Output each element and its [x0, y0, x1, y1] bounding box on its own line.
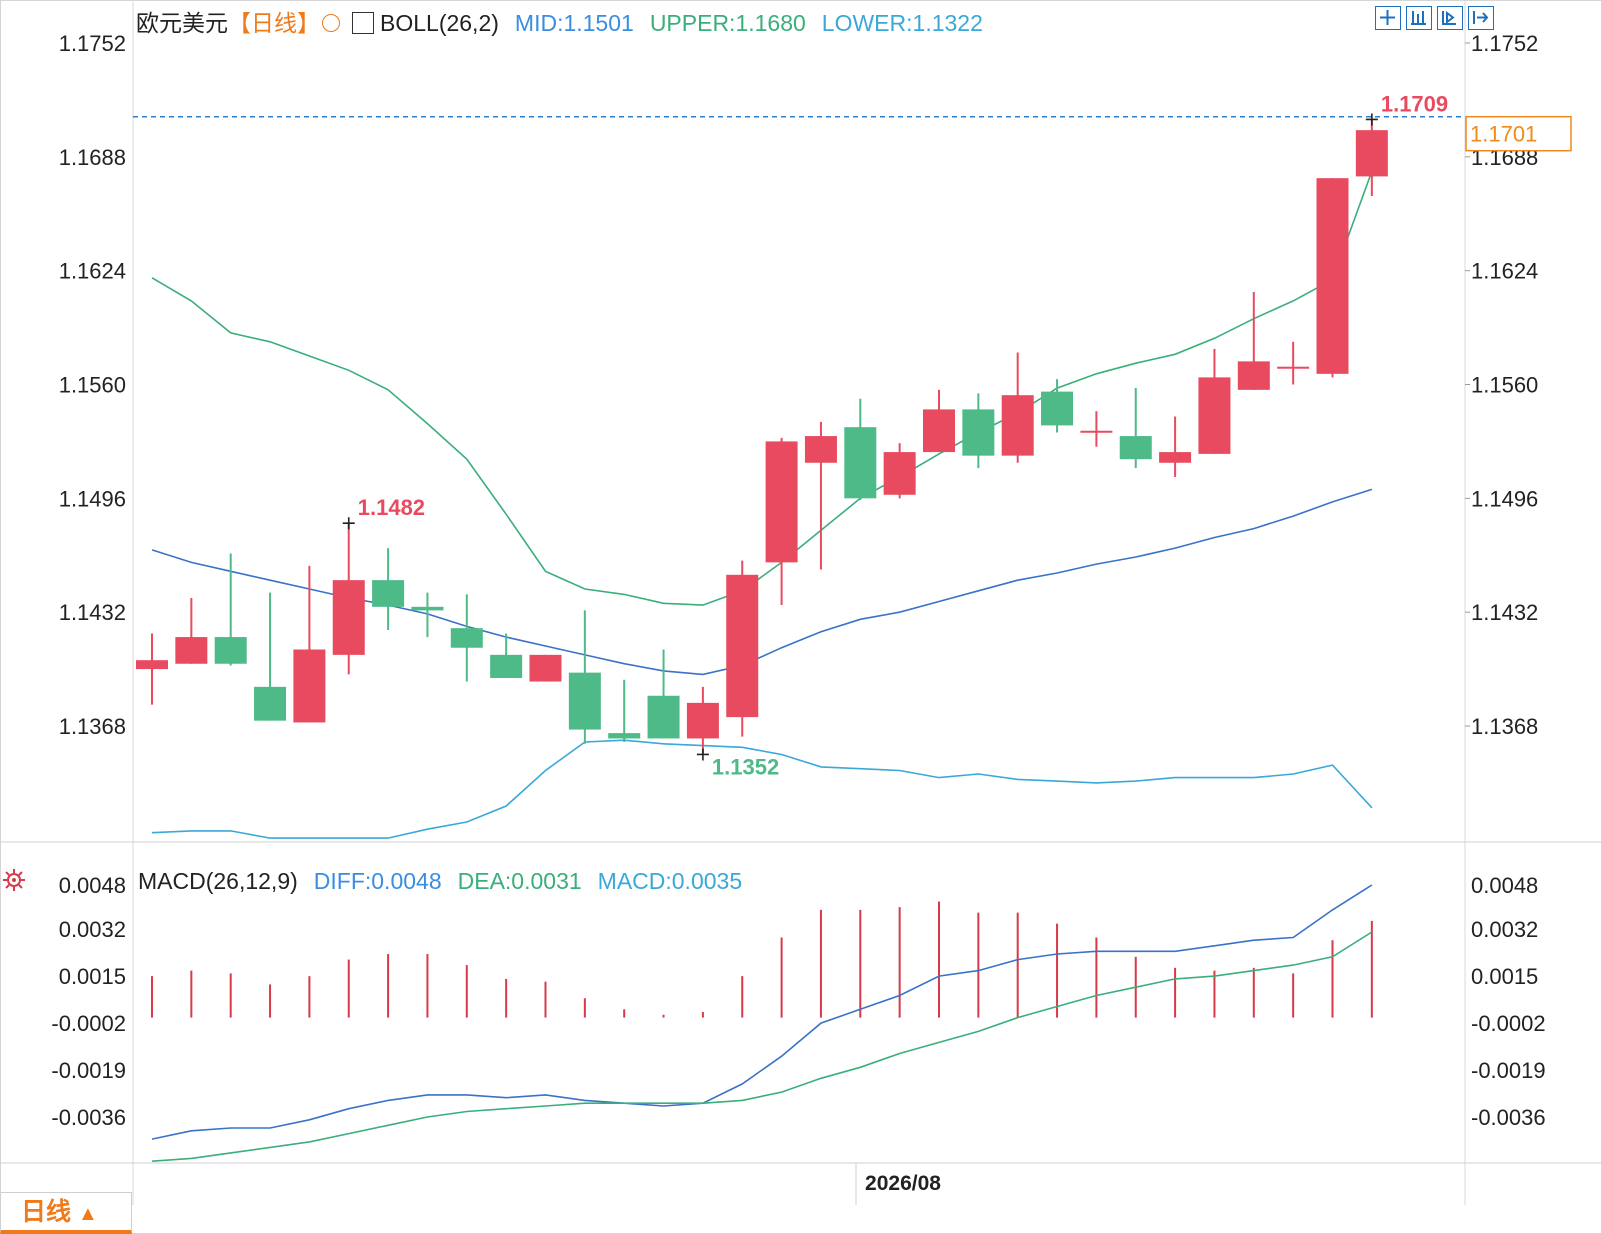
y-tick-label-left: 1.1560: [59, 373, 126, 398]
y-tick-label-left: 1.1624: [59, 259, 126, 284]
macd-indicator-name[interactable]: MACD(26,12,9): [138, 867, 298, 894]
y-tick-label-left: 1.1752: [59, 31, 126, 56]
extreme-label: 1.1352: [712, 754, 779, 779]
extreme-label: 1.1482: [358, 495, 425, 520]
macd-dea-value: DEA:0.0031: [457, 867, 582, 894]
candle-body: [726, 574, 759, 718]
macd-y-tick-label-right: -0.0002: [1471, 1011, 1546, 1036]
candle-body: [1355, 130, 1388, 177]
candle-body: [1277, 366, 1310, 369]
timeframe-tab-label: 日线: [21, 1198, 72, 1226]
candle-body: [293, 649, 326, 723]
boll-upper-value: UPPER:1.1680: [649, 9, 806, 36]
y-tick-label-right: 1.1432: [1471, 600, 1538, 625]
candle-body: [804, 436, 837, 463]
candle-body: [962, 409, 995, 456]
candle-body: [1198, 377, 1231, 454]
candle-body: [136, 660, 168, 670]
timeframe-tab[interactable]: 日线 ▲: [0, 1192, 132, 1234]
macd-y-tick-label-left: -0.0019: [51, 1058, 126, 1083]
candle-body: [1316, 178, 1349, 374]
candle-body: [1080, 430, 1113, 433]
candle-body: [332, 580, 365, 655]
candle-body: [1159, 452, 1192, 463]
triangle-up-icon: ▲: [77, 1203, 98, 1225]
candle-body: [1041, 391, 1074, 426]
y-tick-label-left: 1.1496: [59, 486, 126, 511]
boll-mid-value: MID:1.1501: [514, 9, 634, 36]
macd-y-tick-label-left: -0.0002: [51, 1011, 126, 1036]
chart-toolbar: [1370, 6, 1494, 36]
chart-type-icon[interactable]: [352, 11, 374, 34]
candle-body: [254, 686, 287, 721]
candle-body: [883, 452, 916, 495]
candle-body: [1001, 395, 1034, 456]
macd-hist-value: MACD:0.0035: [597, 867, 743, 894]
macd-y-tick-label-left: 0.0048: [59, 873, 126, 898]
candle-body: [529, 654, 562, 682]
y-tick-label-left: 1.1432: [59, 600, 126, 625]
candle-body: [923, 409, 955, 453]
crosshair-icon[interactable]: [1375, 6, 1401, 30]
macd-y-tick-label-right: 0.0048: [1471, 873, 1538, 898]
extreme-marker: [342, 517, 355, 530]
candle-body: [1119, 436, 1152, 460]
current-price-box: [1465, 115, 1572, 152]
candle-body: [647, 695, 680, 739]
y-tick-label-left: 1.1688: [59, 145, 126, 170]
candle-body: [450, 628, 483, 648]
expand-icon[interactable]: [1468, 6, 1494, 30]
timeframe-tag[interactable]: 【日线】: [228, 9, 320, 36]
gear-icon[interactable]: [2, 868, 26, 892]
macd-y-tick-label-left: 0.0015: [59, 964, 126, 989]
macd-diff-line: [151, 884, 1373, 1140]
macd-y-tick-label-right: -0.0036: [1471, 1105, 1546, 1130]
boll-header: 欧元美元【日线】 BOLL(26,2) MID:1.1501 UPPER:1.1680…: [136, 6, 983, 36]
candle-body: [765, 441, 798, 563]
lock-icon[interactable]: [322, 13, 340, 32]
y-tick-label-right: 1.1752: [1471, 31, 1538, 56]
boll-lower-value: LOWER:1.1322: [821, 9, 983, 36]
boll-upper-line: [151, 170, 1373, 606]
candle-body: [844, 427, 877, 499]
instrument-name: 欧元美元: [136, 9, 228, 36]
macd-y-tick-label-right: -0.0019: [1471, 1058, 1546, 1083]
candle-body: [411, 606, 444, 611]
candle-body: [490, 654, 523, 678]
macd-header: MACD(26,12,9) DIFF:0.0048 DEA:0.0031 MACD:0…: [138, 864, 742, 894]
y-tick-label-right: 1.1496: [1471, 486, 1538, 511]
macd-y-tick-label-right: 0.0032: [1471, 917, 1538, 942]
candle-body: [214, 637, 247, 664]
candle-body: [686, 702, 719, 739]
x-axis-date-label: 2026/08: [865, 1172, 941, 1195]
boll-lower-line: [151, 739, 1373, 839]
candle-body: [372, 580, 405, 607]
extreme-marker: [1365, 113, 1378, 126]
candle-body: [1237, 361, 1270, 390]
macd-y-tick-label-right: 0.0015: [1471, 964, 1538, 989]
candle-body: [608, 733, 641, 739]
current-price-label: 1.1701: [1470, 122, 1537, 147]
extreme-label: 1.1709: [1381, 91, 1448, 116]
macd-dea-line: [151, 931, 1373, 1162]
y-tick-label-right: 1.1368: [1471, 714, 1538, 739]
macd-diff-value: DIFF:0.0048: [313, 867, 442, 894]
macd-y-tick-label-left: 0.0032: [59, 917, 126, 942]
candle-body: [568, 672, 601, 730]
boll-indicator-name[interactable]: BOLL(26,2): [380, 9, 499, 36]
y-tick-label-right: 1.1560: [1471, 373, 1538, 398]
extreme-marker: [696, 748, 709, 761]
candle-body: [175, 637, 208, 664]
bar-chart-icon[interactable]: [1406, 6, 1432, 30]
macd-y-tick-label-left: -0.0036: [51, 1105, 126, 1130]
y-tick-label-right: 1.1624: [1471, 259, 1538, 284]
zoom-icon[interactable]: [1437, 6, 1463, 30]
y-tick-label-left: 1.1368: [59, 714, 126, 739]
